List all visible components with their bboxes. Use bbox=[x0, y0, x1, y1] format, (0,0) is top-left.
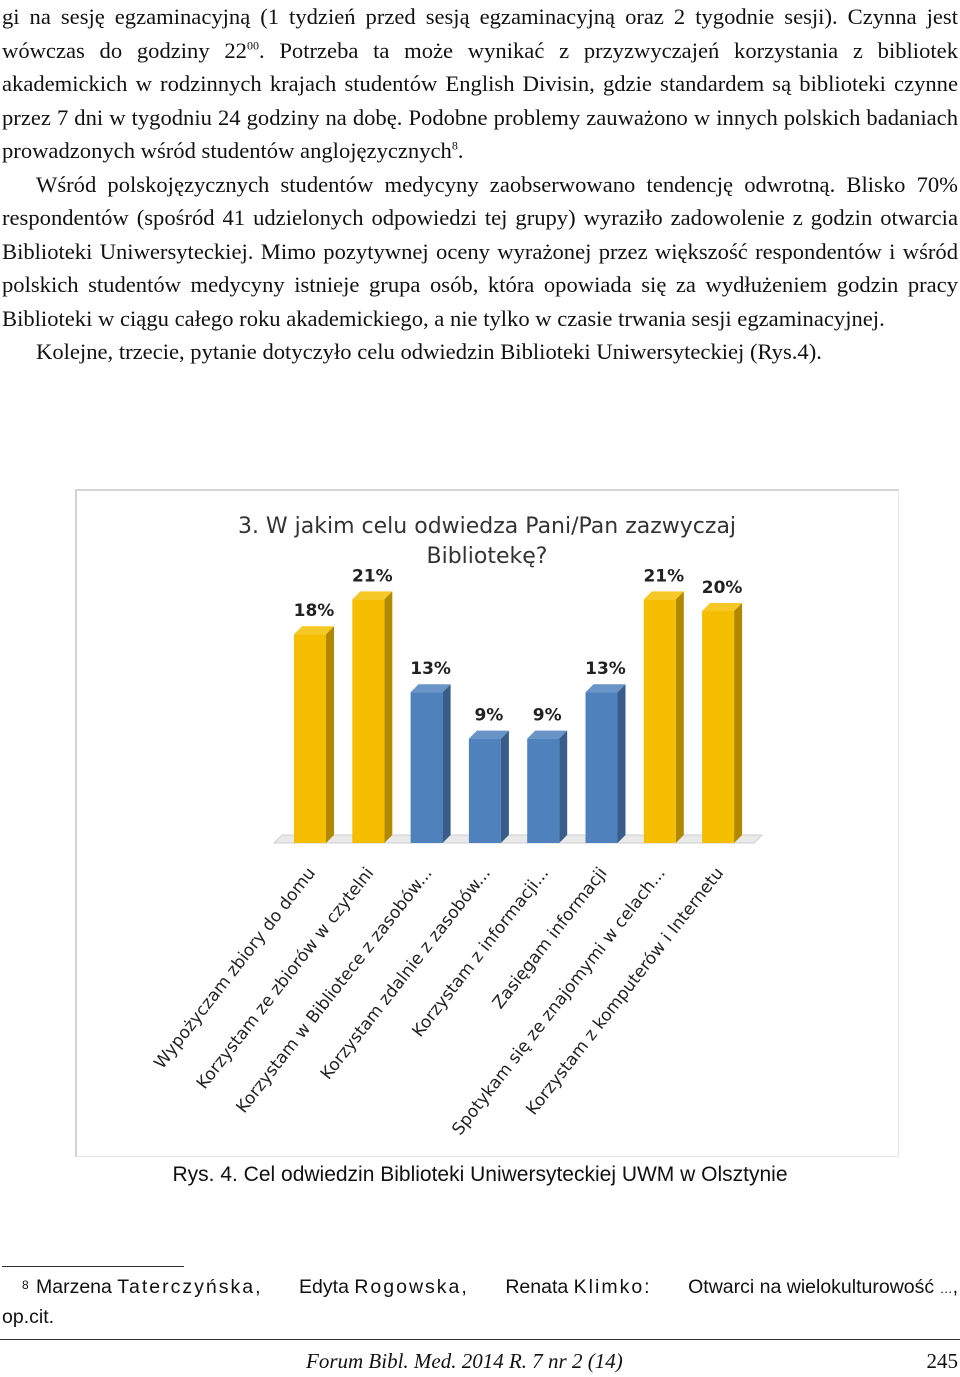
footnote-ref: op.cit. bbox=[2, 1306, 55, 1328]
footnote: 8 Marzena Taterczyńska, Edyta Rogowska, … bbox=[2, 1273, 958, 1331]
bar-5 bbox=[527, 738, 560, 843]
footnote-ref-8[interactable]: 8 bbox=[451, 138, 458, 153]
bar-top-6 bbox=[585, 684, 626, 693]
data-label-7: 21% bbox=[643, 566, 684, 586]
bar-6 bbox=[585, 692, 618, 843]
bar-top-5 bbox=[527, 730, 568, 739]
footer-rule bbox=[0, 1339, 960, 1340]
bar-side-7 bbox=[675, 591, 684, 843]
bar-top-1 bbox=[294, 626, 334, 635]
data-label-2: 21% bbox=[352, 566, 393, 586]
chart-canvas: 3. W jakim celu odwiedza Pani/Pan zazwyc… bbox=[150, 514, 764, 1140]
journal-name: Forum Bibl. Med. 2014 R. 7 nr 2 (14) bbox=[306, 1349, 623, 1373]
bar-side-6 bbox=[617, 684, 626, 843]
bar-side-8 bbox=[734, 603, 743, 843]
paragraph-1: gi na sesję egzaminacyjną (1 tydzień prz… bbox=[2, 4, 959, 163]
paragraph-2: Wśród polskojęzycznych studentów medycyn… bbox=[2, 171, 958, 331]
bar-1 bbox=[294, 634, 326, 843]
data-label-1: 18% bbox=[294, 601, 335, 621]
bar-top-8 bbox=[702, 603, 743, 611]
category-label-7: Spotykam się ze znajomymi w celach... bbox=[448, 864, 669, 1140]
bar-top-4 bbox=[468, 730, 509, 739]
bar-4 bbox=[468, 738, 501, 843]
data-label-8: 20% bbox=[702, 578, 743, 598]
footnote-author-1: Marzena Taterczyńska, bbox=[36, 1276, 261, 1298]
bar-side-5 bbox=[559, 730, 568, 843]
chart-title-line-2: Bibliotekę? bbox=[427, 544, 548, 569]
chart-title-line-1: 3. W jakim celu odwiedza Pani/Pan zazwyc… bbox=[238, 514, 736, 539]
bar-top-2 bbox=[352, 591, 393, 600]
bar-top-3 bbox=[410, 684, 451, 693]
footnote-author-2: Edyta Rogowska, bbox=[299, 1276, 467, 1298]
bar-8 bbox=[702, 611, 735, 843]
bar-side-4 bbox=[500, 730, 509, 843]
footnote-rule bbox=[2, 1266, 184, 1267]
data-label-4: 9% bbox=[474, 706, 503, 726]
bar-side-3 bbox=[442, 684, 451, 843]
bar-7 bbox=[643, 599, 676, 843]
bar-chart: 3. W jakim celu odwiedza Pani/Pan zazwyc… bbox=[75, 489, 899, 1157]
bar-side-2 bbox=[384, 591, 393, 843]
category-label-6: Zasięgam informacji bbox=[489, 864, 612, 1013]
figure-caption: Rys. 4. Cel odwiedzin Biblioteki Uniwers… bbox=[172, 1163, 788, 1186]
bar-3 bbox=[410, 692, 443, 843]
bar-side-1 bbox=[326, 626, 334, 843]
bar-top-7 bbox=[643, 591, 684, 600]
data-label-3: 13% bbox=[410, 659, 451, 679]
bar-2 bbox=[352, 599, 385, 843]
page-number: 245 bbox=[926, 1349, 959, 1373]
body-text: gi na sesję egzaminacyjną (1 tydzień prz… bbox=[2, 0, 958, 369]
footnote-mark: 8 bbox=[22, 1278, 29, 1292]
chart-floor bbox=[272, 834, 764, 844]
data-label-5: 9% bbox=[533, 706, 562, 726]
footnote-author-3: Renata Klimko: bbox=[505, 1276, 650, 1298]
paragraph-3: Kolejne, trzecie, pytanie dotyczyło celu… bbox=[36, 339, 822, 364]
footnote-title: Otwarci na wielokulturowość …, bbox=[688, 1276, 958, 1298]
superscript-00: 00 bbox=[246, 37, 259, 52]
data-label-6: 13% bbox=[585, 659, 626, 679]
